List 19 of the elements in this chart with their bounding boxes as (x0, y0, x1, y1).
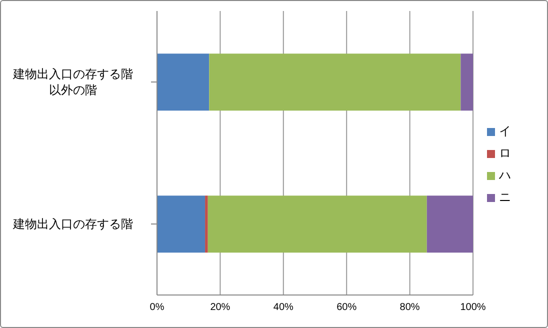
x-tick-label: 80% (400, 302, 420, 314)
legend-label: ニ (499, 190, 511, 204)
x-tick-label: 0% (150, 302, 164, 314)
legend-label: ロ (499, 146, 511, 160)
x-tick-label: 20% (210, 302, 230, 314)
legend-label: ハ (499, 168, 511, 182)
bar (460, 54, 473, 111)
bar (208, 196, 427, 253)
y-tick-label: 建物出入口の存する階以外の階 (12, 67, 133, 97)
bar (157, 54, 210, 111)
legend-label: イ (499, 124, 511, 138)
x-tick-label: 60% (336, 302, 357, 314)
bar (157, 196, 206, 253)
y-tick-label: 建物出入口の存する階 (12, 217, 133, 231)
x-tick-label: 100% (460, 302, 486, 314)
bar (426, 196, 473, 253)
x-tick-label: 40% (273, 302, 294, 314)
bar (205, 196, 208, 253)
bar (209, 54, 461, 111)
